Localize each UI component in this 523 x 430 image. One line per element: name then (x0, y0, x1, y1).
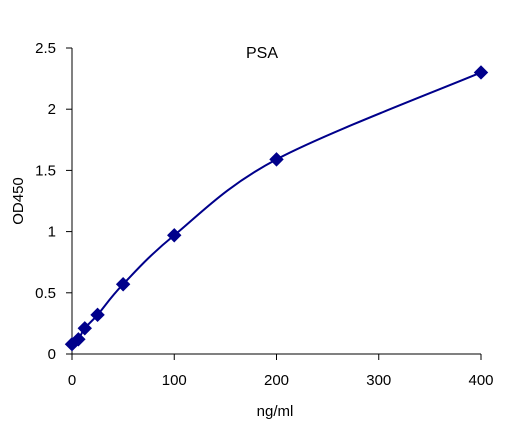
y-tick-label: 0.5 (35, 285, 56, 302)
x-tick-label: 400 (468, 372, 493, 389)
y-tick-label: 2 (48, 101, 56, 118)
x-axis-title: ng/ml (257, 403, 294, 420)
x-tick-label: 100 (162, 372, 187, 389)
data-point (473, 65, 489, 80)
chart-title: PSA (246, 45, 278, 62)
data-point (77, 321, 92, 336)
data-point (269, 152, 284, 167)
fitted-curve (71, 71, 482, 346)
y-axis-title: OD450 (10, 177, 27, 225)
axes (71, 48, 481, 355)
data-point (90, 307, 105, 323)
data-point (71, 332, 86, 347)
y-tick-label: 1.5 (35, 162, 56, 179)
data-point (167, 228, 182, 243)
y-tick-label: 0 (48, 346, 56, 363)
data-point (115, 277, 131, 292)
y-tick-label: 1 (48, 224, 56, 241)
x-axis-ticks: 0 100 200 300 400 (68, 354, 494, 389)
y-axis-ticks: 0 0.5 1 1.5 2 2.5 (35, 40, 72, 363)
x-tick-label: 200 (264, 372, 289, 389)
x-tick-label: 0 (68, 372, 76, 389)
y-tick-label: 2.5 (35, 40, 56, 57)
x-tick-label: 300 (366, 372, 391, 389)
data-points (64, 65, 489, 352)
